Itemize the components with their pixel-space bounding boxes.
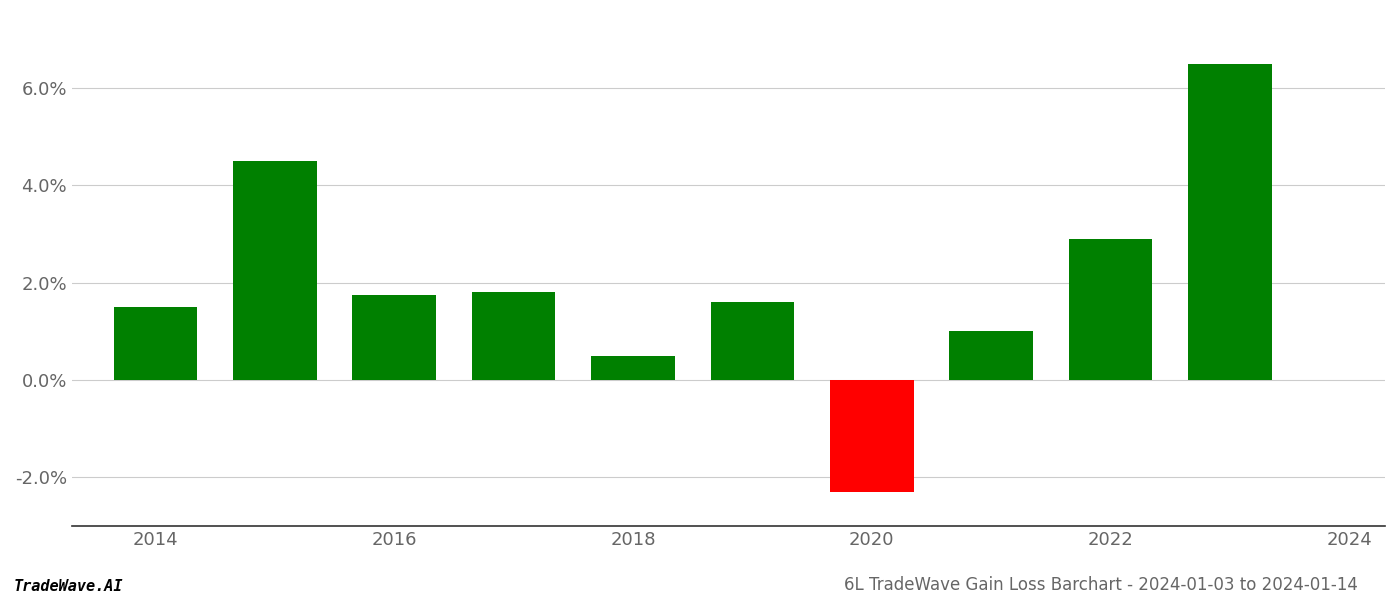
Text: 6L TradeWave Gain Loss Barchart - 2024-01-03 to 2024-01-14: 6L TradeWave Gain Loss Barchart - 2024-0… <box>844 576 1358 594</box>
Bar <box>113 307 197 380</box>
Bar <box>1068 239 1152 380</box>
Bar <box>830 380 914 492</box>
Bar <box>711 302 794 380</box>
Bar <box>591 356 675 380</box>
Bar <box>472 292 556 380</box>
Bar <box>234 161 316 380</box>
Bar <box>1189 64 1271 380</box>
Text: TradeWave.AI: TradeWave.AI <box>14 579 123 594</box>
Bar <box>949 331 1033 380</box>
Bar <box>353 295 435 380</box>
